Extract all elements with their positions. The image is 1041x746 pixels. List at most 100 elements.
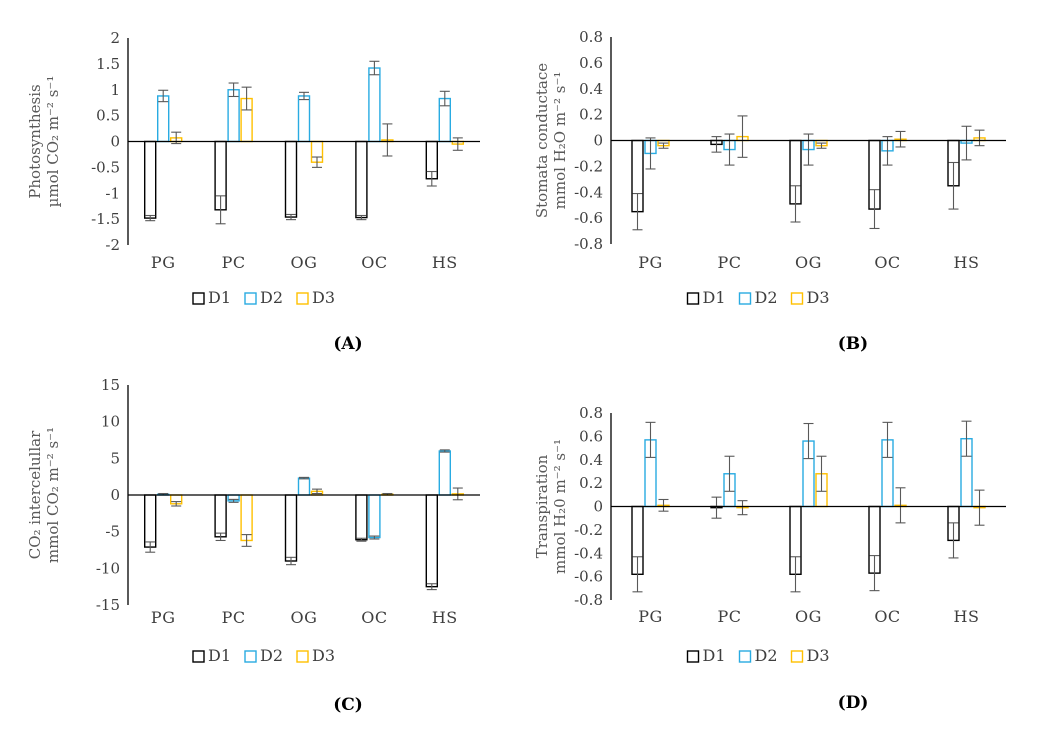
legend-swatch-D3 — [296, 650, 309, 663]
bar-D3-PC — [240, 494, 253, 542]
x-category-label: OG — [795, 607, 822, 626]
legend-label-D1: D1 — [208, 288, 231, 307]
error-bar-D1-OC — [869, 189, 880, 230]
legend-swatch-D1 — [686, 650, 700, 663]
legend-swatch-D1 — [192, 292, 205, 305]
bar-D2-OC — [368, 67, 381, 143]
chart-canvas-stomata: 0.8 0.6 0.4 0.2 0 -0.2 -0.4 -0.6 -0.8 PG PC OG OC HS S… — [521, 0, 1041, 373]
y-axis-title: Transpiration — [533, 454, 551, 558]
error-bar-D1-OG — [790, 556, 801, 593]
error-bar-D3-OG — [816, 142, 827, 149]
x-category-label: PG — [638, 607, 663, 626]
y-tick-label: -0.2 — [574, 521, 603, 539]
error-bar-D2-OG — [803, 422, 814, 460]
x-category-label: OC — [874, 253, 900, 272]
error-bar-D3-PG — [171, 501, 182, 507]
chart-svg-D: 0.8 0.6 0.4 0.2 0 -0.2 -0.4 -0.6 -0.8 PG PC OG OC HS T… — [533, 404, 1006, 665]
error-bar-D1-PC — [215, 532, 226, 542]
error-bar-D2-PC — [228, 498, 239, 503]
y-tick-label: -0.8 — [574, 591, 603, 609]
error-bar-D1-PG — [145, 541, 156, 553]
y-tick-label: 0.8 — [579, 404, 603, 422]
chart-canvas-transpiration: 0.8 0.6 0.4 0.2 0 -0.2 -0.4 -0.6 -0.8 PG PC OG OC HS T… — [521, 373, 1041, 746]
error-bar-D1-OG — [286, 213, 296, 221]
error-bar-D3-PC — [737, 500, 748, 516]
bar-D2-PC — [227, 89, 240, 143]
legend-swatch-D2 — [738, 650, 752, 663]
y-tick-label: 0.6 — [579, 427, 603, 445]
y-tick-label: 0 — [593, 498, 603, 516]
error-bar-D1-HS — [948, 522, 959, 559]
panel-photosynthesis: 2 1.5 1 0.5 0 -0.5 -1 -1.5 -2 PG PC OG OC HS Photosynt… — [0, 0, 520, 373]
error-bar-D1-HS — [948, 161, 959, 210]
error-bar-D2-OG — [299, 91, 309, 101]
y-tick-label: 0.8 — [579, 28, 603, 46]
panel-caption-b: (B) — [837, 334, 869, 354]
panel-stomata-conductance: 0.8 0.6 0.4 0.2 0 -0.2 -0.4 -0.6 -0.8 PG PC OG OC HS S… — [521, 0, 1041, 373]
legend-label-D2: D2 — [260, 288, 283, 307]
chart-canvas-photosynthesis: 2 1.5 1 0.5 0 -0.5 -1 -1.5 -2 PG PC OG OC HS Photosynt… — [0, 0, 520, 373]
error-bar-D1-PG — [145, 214, 156, 222]
legend-swatch-D3 — [296, 292, 309, 305]
y-tick-label: 0.4 — [579, 451, 603, 469]
error-bar-D2-HS — [439, 90, 450, 107]
error-bar-D3-HS — [452, 137, 463, 151]
error-bar-D3-PC — [737, 115, 748, 158]
error-bar-D3-PC — [241, 86, 252, 111]
y-tick-label: 2 — [110, 29, 120, 47]
y-tick-label: 0.2 — [579, 106, 603, 124]
x-category-label: PC — [717, 607, 741, 626]
legend-label-D2: D2 — [755, 288, 778, 307]
error-bar-D2-OC — [882, 421, 893, 458]
y-axis-title: mmol CO₂ m⁻² s⁻¹ — [44, 427, 62, 563]
panel-co2-intercellular: 15 10 5 0 -5 -10 -15 PG PC OG OC HS CO₂ intercelulla… — [0, 373, 520, 746]
error-bar-D2-PG — [645, 137, 656, 170]
y-tick-label: 5 — [110, 449, 120, 467]
bar-D1-PC — [214, 494, 227, 538]
error-bar-D2-OG — [803, 133, 814, 166]
panel-caption-d: (D) — [837, 693, 869, 713]
error-bar-D1-PC — [215, 195, 226, 225]
y-axis-title: Photosynthesis — [26, 84, 44, 198]
y-tick-label: 0.2 — [579, 474, 603, 492]
y-tick-label: -0.2 — [574, 157, 603, 175]
y-tick-label: -5 — [105, 523, 120, 541]
error-bar-D3-OG — [312, 156, 322, 168]
legend-label-D3: D3 — [312, 288, 335, 307]
x-category-label: OG — [795, 253, 822, 272]
error-bar-D1-OC — [356, 214, 367, 221]
error-bar-D2-PC — [724, 455, 735, 492]
error-bar-D2-PG — [645, 421, 656, 458]
y-tick-label: -0.8 — [574, 235, 603, 253]
y-tick-label: -2 — [105, 236, 120, 254]
legend-label-D3: D3 — [312, 646, 335, 665]
legend-swatch-D2 — [244, 650, 257, 663]
error-bar-D3-HS — [974, 489, 985, 526]
bar-D1-OG — [284, 494, 298, 562]
legend-label-D2: D2 — [755, 646, 778, 665]
y-tick-label: 1.5 — [96, 55, 120, 73]
x-category-label: PC — [717, 253, 741, 272]
panel-caption-c: (C) — [333, 695, 363, 715]
error-bar-D1-OC — [869, 555, 880, 592]
x-category-label: OC — [361, 253, 387, 272]
error-bar-D3-OC — [895, 130, 906, 148]
y-axis-title: CO₂ intercelullar — [26, 430, 44, 559]
y-tick-label: -0.4 — [574, 544, 603, 562]
legend-swatch-D3 — [790, 292, 804, 305]
y-tick-label: 10 — [101, 413, 120, 431]
bar-D1-HS — [425, 494, 438, 588]
bar-D2-OC — [368, 494, 381, 539]
error-bar-D3-OC — [895, 487, 906, 524]
legend-swatch-D3 — [790, 650, 804, 663]
y-tick-label: 0.5 — [96, 107, 120, 125]
y-tick-label: -15 — [96, 596, 120, 614]
x-category-label: HS — [432, 253, 458, 272]
x-category-label: PC — [222, 608, 246, 627]
y-tick-label: 0 — [110, 486, 120, 504]
y-tick-label: -0.4 — [574, 183, 603, 201]
legend-label-D1: D1 — [208, 646, 231, 665]
x-category-label: PG — [151, 253, 176, 272]
error-bar-D1-OG — [286, 556, 296, 566]
error-bar-D2-HS — [439, 449, 450, 453]
